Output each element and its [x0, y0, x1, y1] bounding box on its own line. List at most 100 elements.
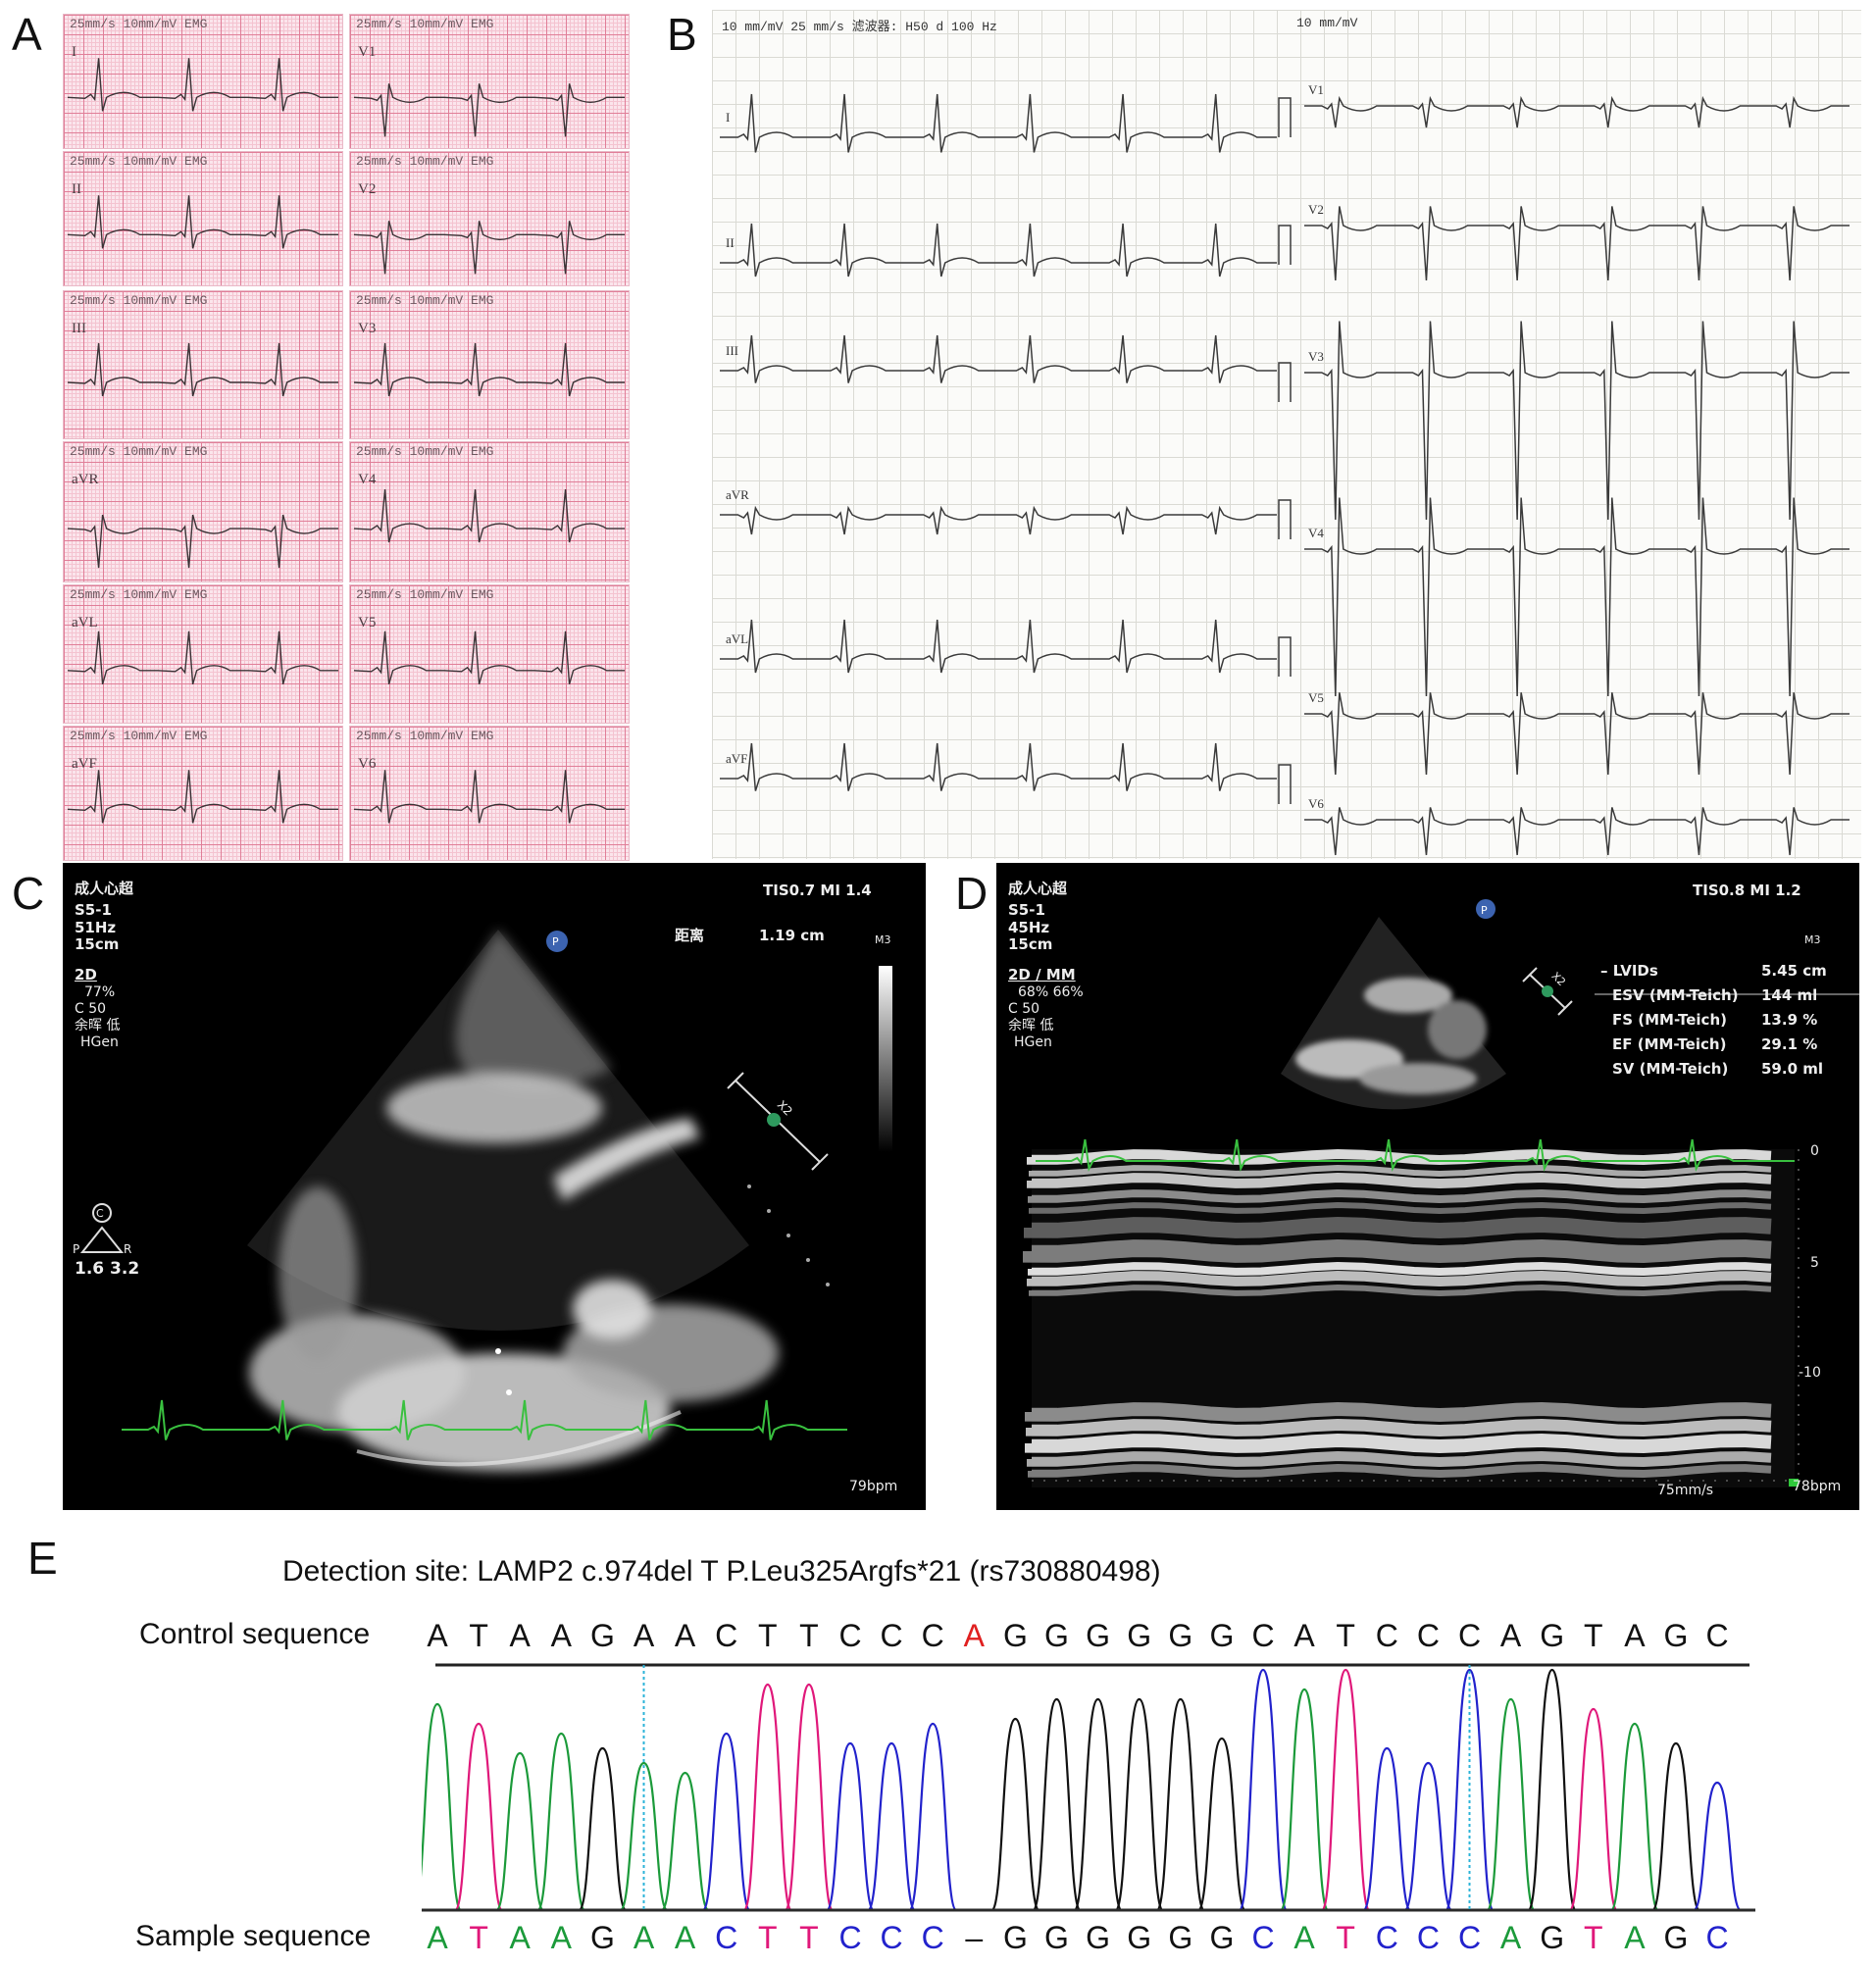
echo-d-contrast: C 50 [1008, 1001, 1040, 1017]
ecg-strip-lead-label: V5 [358, 615, 377, 630]
echo-c-mode: 成人心超 [75, 880, 134, 897]
chromatogram-peak [701, 1732, 751, 1912]
sample-base: A [633, 1920, 655, 1955]
ecg-strip-header: 25mm/s 10mm/mV EMG [356, 154, 494, 169]
sample-base: A [509, 1920, 531, 1955]
echo-d-tis-mi: TIS0.8 MI 1.2 [1693, 882, 1801, 899]
ecg-b-trace-v6 [1304, 807, 1850, 856]
control-base: C [838, 1618, 862, 1653]
echo-c-contrast: C 50 [75, 1001, 107, 1017]
ecg-strip-avr: 25mm/s 10mm/mV EMG aVR [63, 441, 343, 582]
ecg-strip-trace [353, 221, 625, 275]
echo-d-depth: 15cm [1008, 935, 1053, 953]
ecg-strip-header: 25mm/s 10mm/mV EMG [356, 293, 494, 308]
ecg-strip-trace [353, 342, 625, 397]
sample-base: T [799, 1920, 819, 1955]
ecg-b-header-left: 10 mm/mV 25 mm/s 滤波器: H50 d 100 Hz [722, 20, 997, 34]
ecg-b-lead-v4: V4 [1308, 526, 1324, 540]
echo-c-orient-symbol: C [96, 1207, 104, 1220]
chromatogram-peak [1445, 1668, 1495, 1912]
ecg-paper-panel: 25mm/s 10mm/mV EMG I 25mm/s 10mm/mV EMG V1 2… [63, 14, 632, 861]
chromatogram-peak [1568, 1707, 1618, 1912]
echo-d-frequency: 45Hz [1008, 919, 1050, 936]
measurement-label: EF (MM-Teich) [1612, 1035, 1727, 1053]
ecg-strip-trace [67, 514, 338, 569]
echo-mmode-image [1023, 899, 1859, 1490]
echo-d-map: M3 [1804, 933, 1821, 946]
ecg-strip-header: 25mm/s 10mm/mV EMG [70, 587, 208, 602]
control-base: C [1457, 1618, 1482, 1653]
ecg-strip-lead-label: I [72, 44, 76, 60]
control-base: A [674, 1618, 696, 1653]
ecg-strip-v6: 25mm/s 10mm/mV EMG V6 [349, 726, 630, 861]
sample-base: G [1168, 1920, 1193, 1955]
chromatogram-peak [1609, 1722, 1659, 1912]
control-base: T [469, 1618, 488, 1653]
echo-d-depth-10: -10 [1799, 1365, 1821, 1381]
sample-base: A [550, 1920, 572, 1955]
ecg-strip-header: 25mm/s 10mm/mV EMG [70, 154, 208, 169]
ecg-strip-trace [67, 770, 338, 824]
ecg-strip-v4: 25mm/s 10mm/mV EMG V4 [349, 441, 630, 582]
control-base: A [633, 1618, 655, 1653]
panel-letter-e: E [27, 1533, 58, 1584]
sample-base: T [1336, 1920, 1355, 1955]
echo-d-setting: 余晖 低 [1008, 1018, 1054, 1033]
ecg-b-trace-v3 [1304, 321, 1850, 521]
echo-c-view: 2D [75, 966, 97, 983]
chromatogram-peak [495, 1751, 545, 1912]
ecg-strip-trace [353, 770, 625, 824]
chromatogram-peak [1527, 1668, 1577, 1912]
ecg-strip-lead-label: V4 [358, 472, 377, 487]
control-base: C [921, 1618, 944, 1653]
chromatogram-peak [1238, 1668, 1289, 1912]
chromatogram-peak [908, 1722, 958, 1912]
sample-base: C [880, 1920, 903, 1955]
chromatogram-peak [1321, 1668, 1371, 1912]
ecg-b-trace-iii [720, 334, 1277, 383]
sample-base: A [1499, 1920, 1522, 1955]
ecg-strip-lead-label: aVL [72, 615, 98, 630]
sample-base: T [469, 1920, 488, 1955]
sample-base: G [1002, 1920, 1028, 1955]
ecg-b-trace-i [720, 93, 1277, 153]
sample-base: C [715, 1920, 738, 1955]
chromatogram-peak [1114, 1697, 1164, 1912]
ecg-strip-trace [353, 630, 625, 684]
echo-d-view: 2D / MM [1008, 966, 1076, 983]
ecg-strip-header: 25mm/s 10mm/mV EMG [70, 729, 208, 743]
ecg-b-trace-avr [720, 505, 1277, 535]
sample-base: C [1705, 1920, 1729, 1955]
ecg-strip-lead-label: V3 [358, 321, 377, 336]
echo-c-tis-mi: TIS0.7 MI 1.4 [763, 882, 872, 899]
ecg-strip-trace [353, 488, 625, 543]
sample-base: G [1044, 1920, 1069, 1955]
ecg-strip-header: 25mm/s 10mm/mV EMG [70, 17, 208, 31]
chromatogram-peak [578, 1746, 628, 1912]
control-base: C [1416, 1618, 1440, 1653]
ecg-strip-trace [67, 58, 338, 112]
ecg-b-trace-avl [720, 619, 1277, 674]
ecg-strip-header: 25mm/s 10mm/mV EMG [356, 17, 494, 31]
control-base: G [1044, 1618, 1069, 1653]
sample-base: C [1251, 1920, 1275, 1955]
sample-base: – [965, 1920, 984, 1955]
echo-c-orient-values: 1.6 3.2 [75, 1259, 140, 1279]
control-base: G [589, 1618, 615, 1653]
chromatogram-peak [1196, 1737, 1246, 1912]
ecg-strip-header: 25mm/s 10mm/mV EMG [356, 729, 494, 743]
ecg-strip-trace [67, 342, 338, 397]
ecg-strip-header: 25mm/s 10mm/mV EMG [70, 293, 208, 308]
chromatogram-peak [1032, 1697, 1082, 1912]
ecg-b-trace-v1 [1304, 95, 1850, 128]
echo-c-heart-rate: 79bpm [849, 1479, 898, 1494]
ecg-b-trace-v5 [1304, 692, 1850, 776]
sample-sequence-label: Sample sequence [135, 1920, 372, 1952]
control-base: C [1705, 1618, 1729, 1653]
control-base: C [880, 1618, 903, 1653]
ecg-b-lead-v6: V6 [1308, 796, 1324, 811]
measurement-value: 13.9 % [1761, 1011, 1818, 1029]
control-base: A [1624, 1618, 1646, 1653]
sample-base: C [921, 1920, 944, 1955]
control-base: G [1086, 1618, 1111, 1653]
